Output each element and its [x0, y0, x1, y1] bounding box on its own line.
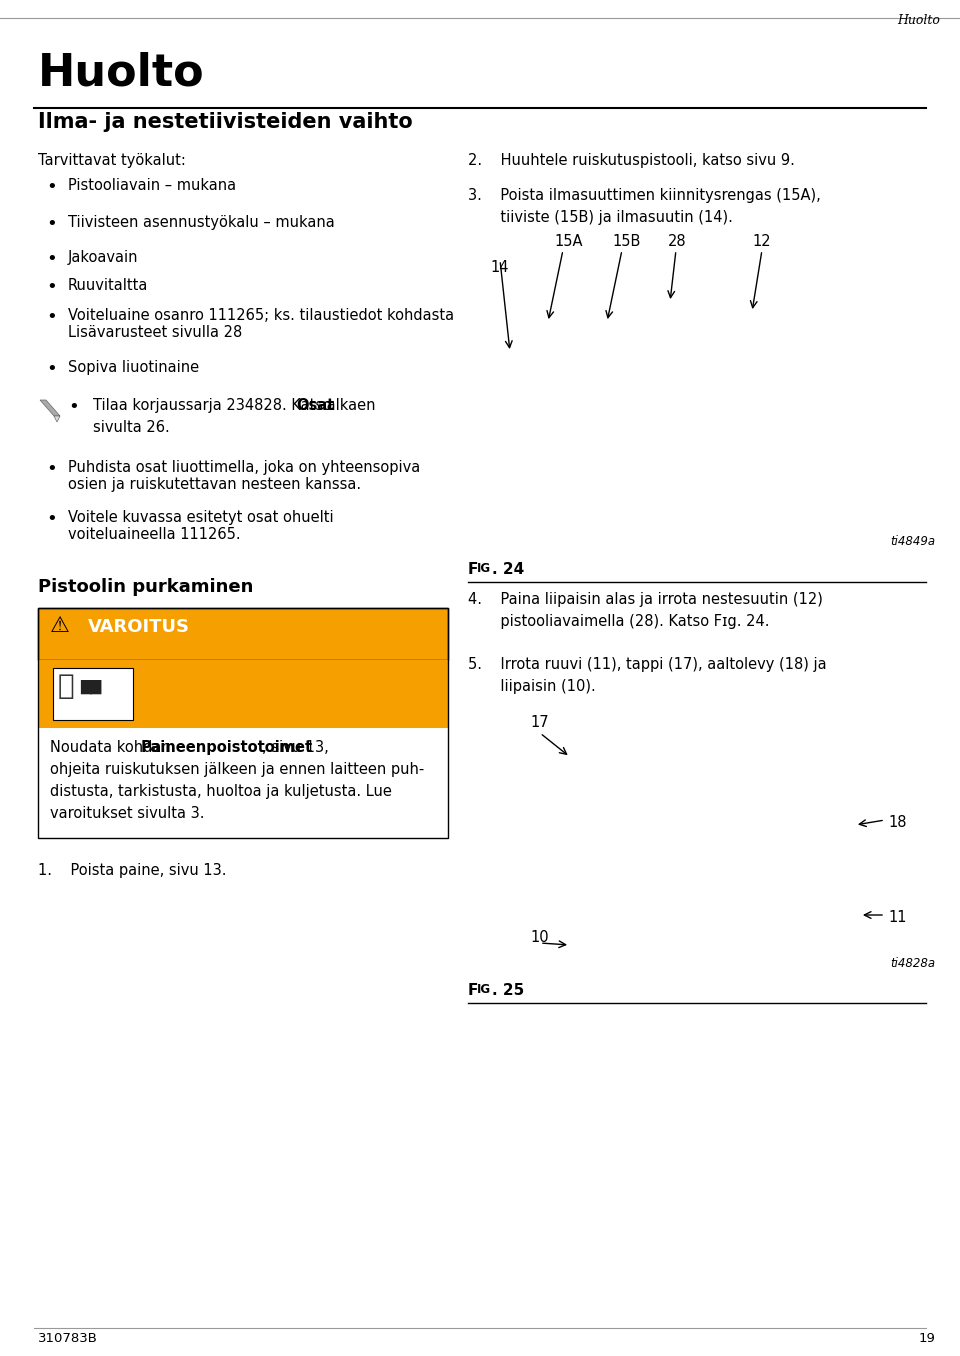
Text: varoitukset sivulta 3.: varoitukset sivulta 3. [50, 805, 204, 820]
Text: 1.    Poista paine, sivu 13.: 1. Poista paine, sivu 13. [38, 862, 227, 877]
Text: IG: IG [477, 561, 492, 575]
Text: Ruuvitaltta: Ruuvitaltta [68, 278, 149, 293]
Text: 310783B: 310783B [38, 1332, 98, 1345]
Text: Sopiva liuotinaine: Sopiva liuotinaine [68, 359, 199, 376]
Text: 5.    Irrota ruuvi (11), tappi (17), aaltolevy (18) ja: 5. Irrota ruuvi (11), tappi (17), aaltol… [468, 658, 827, 673]
Text: pistooliavaimella (28). Katso Fɪg. 24.: pistooliavaimella (28). Katso Fɪg. 24. [468, 614, 770, 629]
Text: 17: 17 [530, 715, 548, 730]
Text: •: • [46, 216, 57, 233]
Bar [53, 669, 133, 720]
Text: •: • [46, 308, 57, 325]
Text: distusta, tarkistusta, huoltoa ja kuljetusta. Lue: distusta, tarkistusta, huoltoa ja kuljet… [50, 784, 392, 799]
Text: •: • [68, 399, 79, 416]
Text: Voitele kuvassa esitetyt osat ohuelti
voiteluaineella 111265.: Voitele kuvassa esitetyt osat ohuelti vo… [68, 510, 334, 542]
Text: •: • [46, 510, 57, 527]
Text: alkaen: alkaen [322, 399, 375, 414]
Text: Puhdista osat liuottimella, joka on yhteensopiva
osien ja ruiskutettavan nesteen: Puhdista osat liuottimella, joka on yhte… [68, 460, 420, 492]
Text: . 24: . 24 [492, 561, 524, 578]
Text: 19: 19 [918, 1332, 935, 1345]
Polygon shape [54, 416, 60, 422]
Bar [38, 607, 448, 838]
Text: 11: 11 [888, 910, 906, 925]
Text: Pistoolin purkaminen: Pistoolin purkaminen [38, 578, 253, 597]
Text: ohjeita ruiskutuksen jälkeen ja ennen laitteen puh-: ohjeita ruiskutuksen jälkeen ja ennen la… [50, 762, 424, 777]
Text: ti4849a: ti4849a [890, 536, 935, 548]
Text: ⚠: ⚠ [50, 616, 70, 636]
Bar [38, 728, 448, 838]
Text: F: F [468, 561, 478, 578]
Text: Huolto: Huolto [898, 14, 940, 27]
Bar [38, 607, 448, 660]
Text: IG: IG [477, 983, 492, 997]
Text: 15A: 15A [554, 235, 583, 250]
Text: liipaisin (10).: liipaisin (10). [468, 679, 596, 694]
Text: 12: 12 [752, 235, 771, 250]
Text: •: • [46, 460, 57, 479]
Text: •: • [46, 178, 57, 197]
Text: Ilma- ja nestetiivisteiden vaihto: Ilma- ja nestetiivisteiden vaihto [38, 113, 413, 132]
Text: 14: 14 [490, 260, 509, 275]
Text: •: • [46, 278, 57, 296]
Text: 15B: 15B [612, 235, 640, 250]
Text: Noudata kohdan: Noudata kohdan [50, 740, 176, 755]
Text: Tarvittavat työkalut:: Tarvittavat työkalut: [38, 153, 186, 168]
Text: Jakoavain: Jakoavain [68, 250, 138, 264]
Text: ti4828a: ti4828a [890, 957, 935, 970]
Text: ⧗: ⧗ [58, 673, 75, 700]
Text: tiiviste (15B) ja ilmasuutin (14).: tiiviste (15B) ja ilmasuutin (14). [468, 210, 732, 225]
Text: Huolto: Huolto [38, 52, 204, 95]
Text: F: F [468, 983, 478, 998]
Text: VAROITUS: VAROITUS [88, 618, 190, 636]
Text: Osat: Osat [296, 399, 334, 414]
Polygon shape [40, 400, 60, 416]
Text: 10: 10 [530, 930, 548, 945]
Text: Paineenpoistotoimet: Paineenpoistotoimet [141, 740, 313, 755]
Text: •: • [46, 250, 57, 268]
Text: Voiteluaine osanro 111265; ks. tilaustiedot kohdasta
Lisävarusteet sivulla 28: Voiteluaine osanro 111265; ks. tilaustie… [68, 308, 454, 340]
Text: sivulta 26.: sivulta 26. [93, 420, 170, 435]
Text: 2.    Huuhtele ruiskutuspistooli, katso sivu 9.: 2. Huuhtele ruiskutuspistooli, katso siv… [468, 153, 795, 168]
Text: 3.    Poista ilmasuuttimen kiinnitysrengas (15A),: 3. Poista ilmasuuttimen kiinnitysrengas … [468, 188, 821, 203]
Text: , sivu 13,: , sivu 13, [262, 740, 329, 755]
Text: •: • [46, 359, 57, 378]
Text: 4.    Paina liipaisin alas ja irrota nestesuutin (12): 4. Paina liipaisin alas ja irrota nestes… [468, 593, 823, 607]
Text: Tiivisteen asennustyökalu – mukana: Tiivisteen asennustyökalu – mukana [68, 216, 335, 231]
Text: 18: 18 [888, 815, 906, 830]
Text: ██: ██ [80, 679, 101, 694]
Text: . 25: . 25 [492, 983, 524, 998]
Text: 28: 28 [668, 235, 686, 250]
Text: Tilaa korjaussarja 234828. Katso: Tilaa korjaussarja 234828. Katso [93, 399, 337, 414]
Bar [38, 660, 448, 728]
Text: Pistooliavain – mukana: Pistooliavain – mukana [68, 178, 236, 193]
